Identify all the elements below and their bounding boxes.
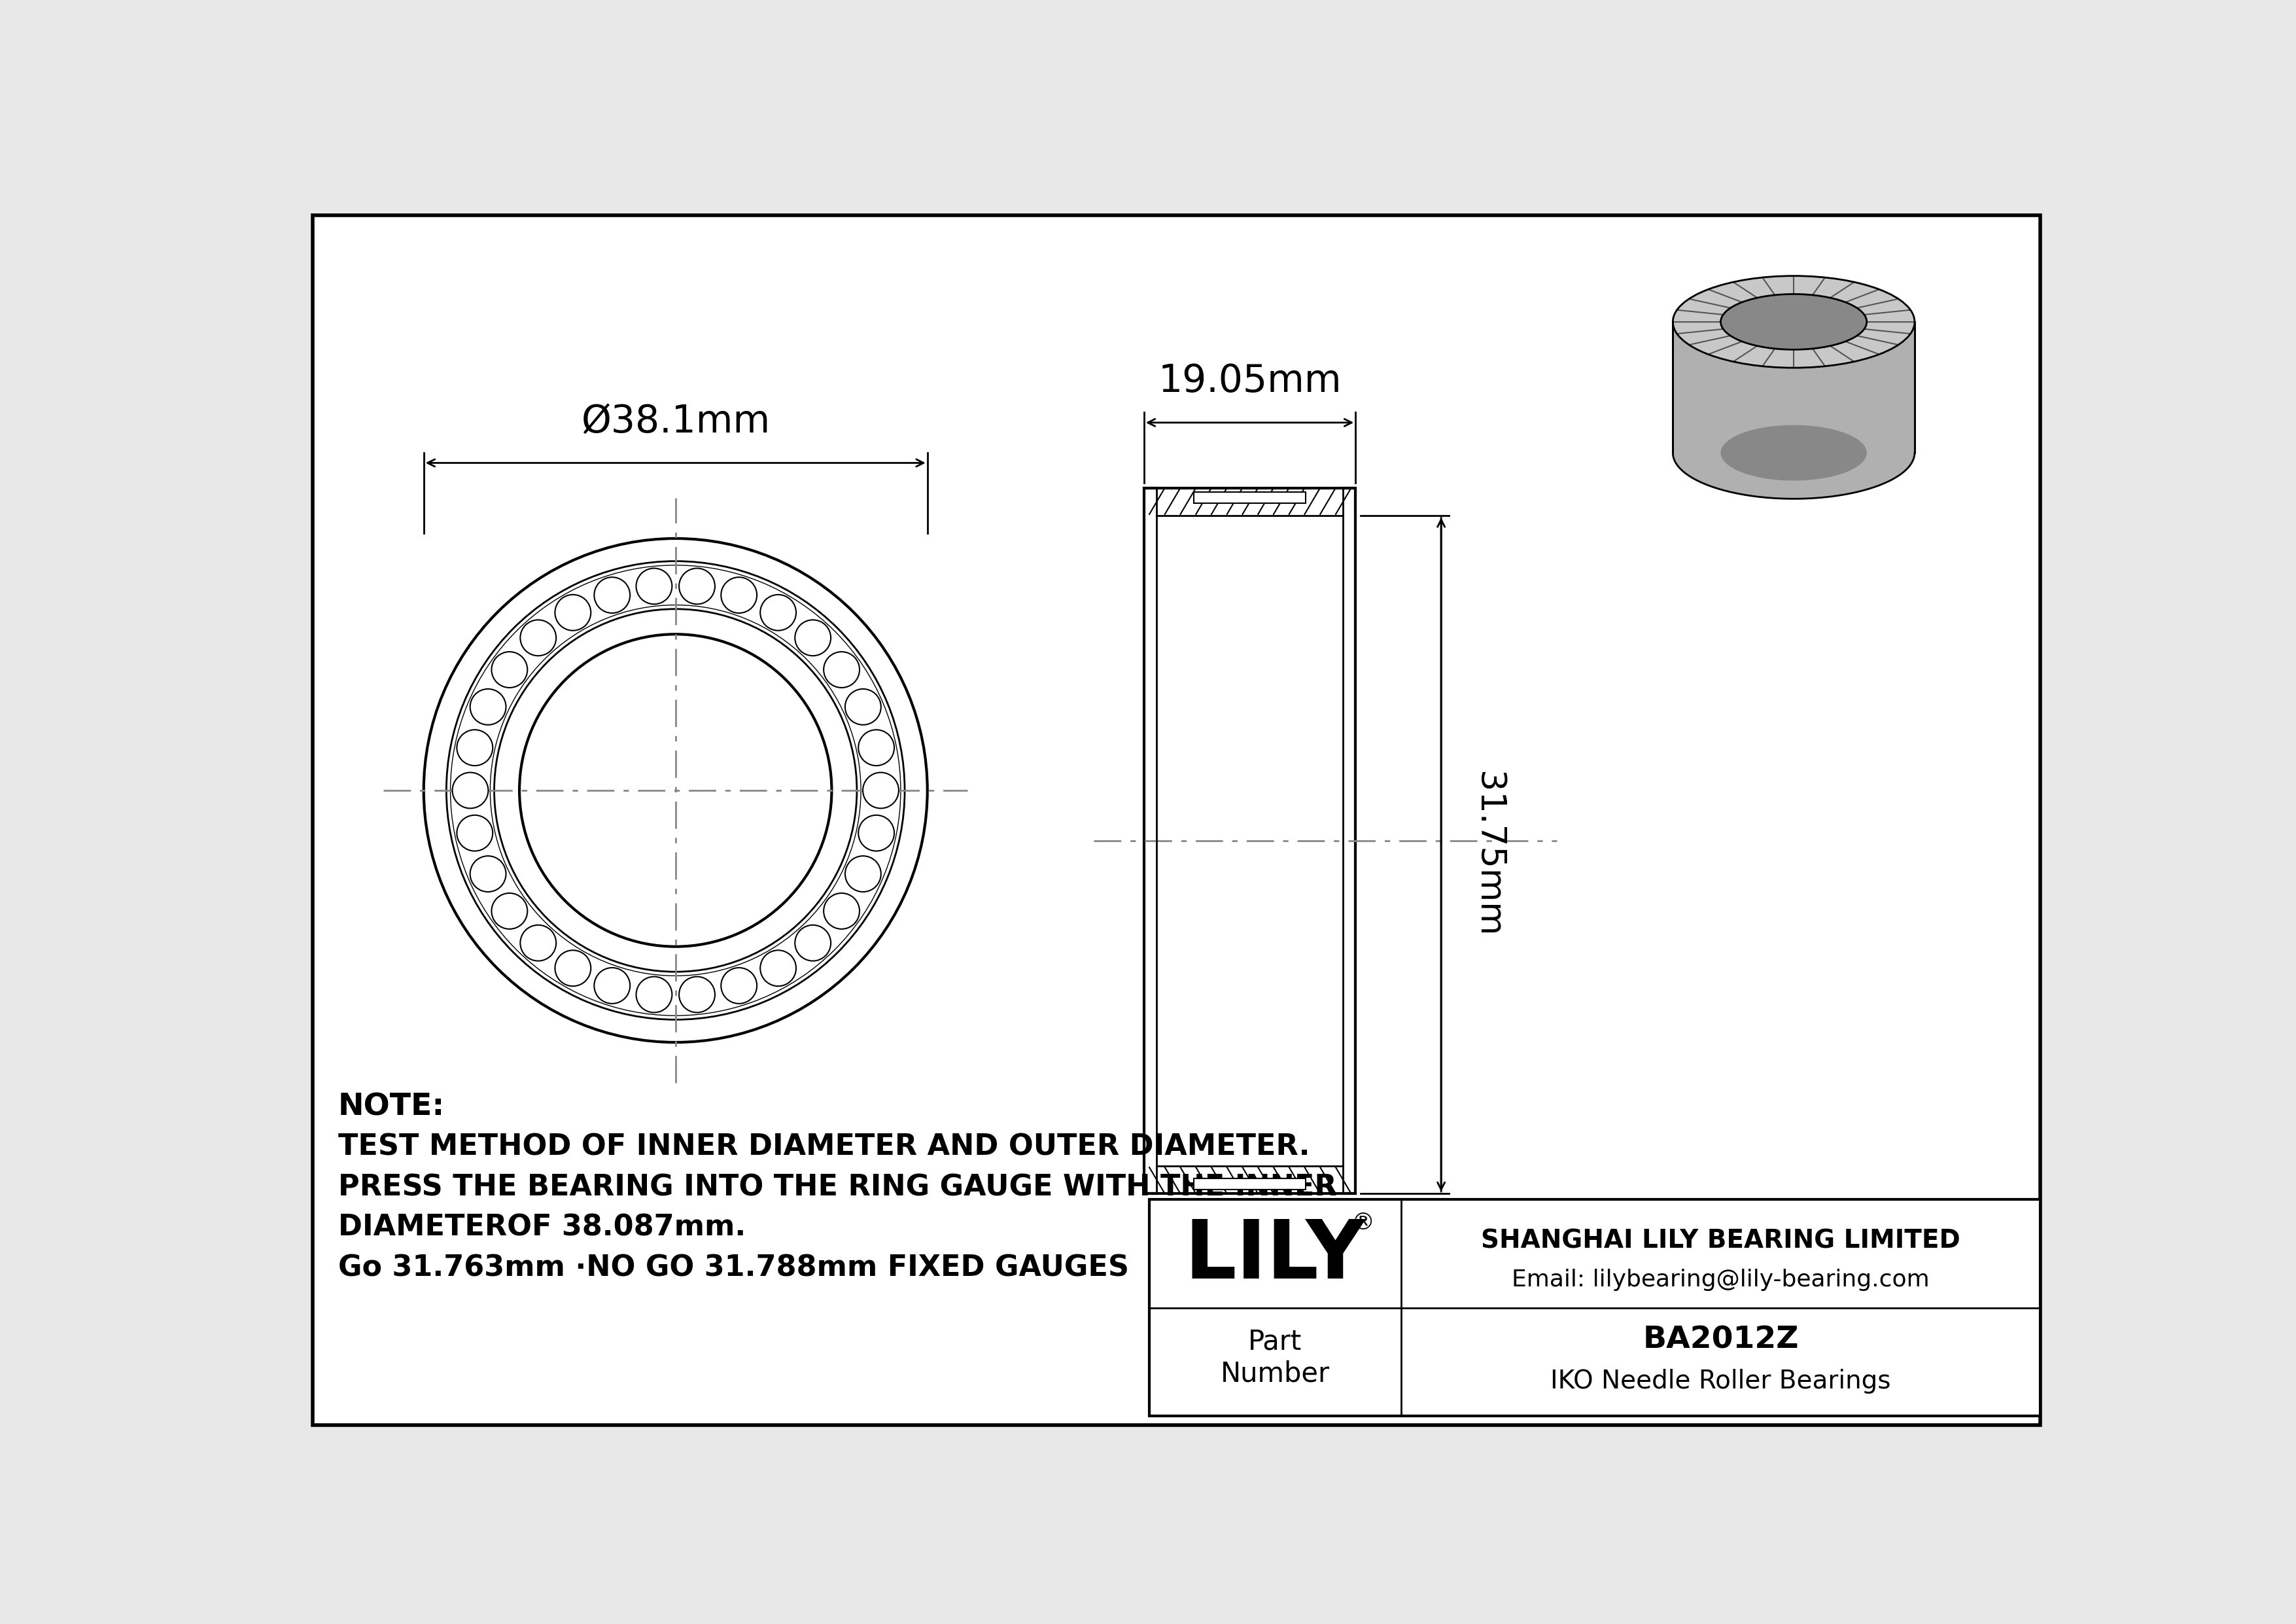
Circle shape	[471, 856, 505, 892]
Circle shape	[491, 651, 528, 687]
Circle shape	[491, 893, 528, 929]
Circle shape	[595, 577, 629, 614]
Circle shape	[794, 620, 831, 656]
Text: BA2012Z: BA2012Z	[1642, 1325, 1798, 1354]
Circle shape	[845, 856, 882, 892]
Text: Email: lilybearing@lily-bearing.com: Email: lilybearing@lily-bearing.com	[1511, 1268, 1929, 1291]
Text: ®: ®	[1352, 1212, 1375, 1234]
Circle shape	[824, 893, 859, 929]
Circle shape	[859, 815, 893, 851]
Circle shape	[680, 568, 714, 604]
Ellipse shape	[1674, 408, 1915, 499]
Text: Go 31.763mm ·NO GO 31.788mm FIXED GAUGES: Go 31.763mm ·NO GO 31.788mm FIXED GAUGES	[338, 1254, 1130, 1281]
Text: DIAMETEROF 38.087mm.: DIAMETEROF 38.087mm.	[338, 1213, 746, 1242]
Circle shape	[457, 815, 494, 851]
Text: 19.05mm: 19.05mm	[1157, 362, 1341, 400]
Bar	[1148, 1200, 2041, 1416]
Text: LILY: LILY	[1185, 1216, 1366, 1296]
Bar	[1143, 489, 1355, 1194]
Circle shape	[863, 773, 898, 809]
Text: PRESS THE BEARING INTO THE RING GAUGE WITH THE INNER: PRESS THE BEARING INTO THE RING GAUGE WI…	[338, 1173, 1336, 1202]
Text: 31.75mm: 31.75mm	[1472, 771, 1506, 937]
Circle shape	[845, 689, 882, 724]
Circle shape	[760, 594, 797, 630]
Circle shape	[521, 620, 556, 656]
Circle shape	[452, 773, 489, 809]
Circle shape	[794, 926, 831, 961]
Bar	[1194, 1177, 1306, 1189]
Ellipse shape	[1674, 276, 1915, 367]
Bar	[1674, 322, 1915, 453]
Text: Part
Number: Part Number	[1219, 1328, 1329, 1387]
Text: NOTE:: NOTE:	[338, 1093, 445, 1122]
Circle shape	[556, 594, 590, 630]
Text: TEST METHOD OF INNER DIAMETER AND OUTER DIAMETER.: TEST METHOD OF INNER DIAMETER AND OUTER …	[338, 1134, 1309, 1161]
Circle shape	[457, 729, 494, 765]
Ellipse shape	[1720, 425, 1867, 481]
Circle shape	[721, 577, 758, 614]
Circle shape	[636, 568, 673, 604]
Circle shape	[721, 968, 758, 1004]
Circle shape	[824, 651, 859, 687]
Circle shape	[471, 689, 505, 724]
Circle shape	[595, 968, 629, 1004]
Circle shape	[556, 950, 590, 986]
Text: IKO Needle Roller Bearings: IKO Needle Roller Bearings	[1550, 1369, 1892, 1393]
Ellipse shape	[1720, 294, 1867, 349]
Circle shape	[425, 539, 928, 1043]
Circle shape	[521, 926, 556, 961]
Text: Ø38.1mm: Ø38.1mm	[581, 403, 769, 440]
Circle shape	[680, 976, 714, 1012]
Text: SHANGHAI LILY BEARING LIMITED: SHANGHAI LILY BEARING LIMITED	[1481, 1228, 1961, 1254]
Circle shape	[760, 950, 797, 986]
Circle shape	[859, 729, 893, 765]
Circle shape	[636, 976, 673, 1012]
Bar	[1194, 492, 1306, 503]
